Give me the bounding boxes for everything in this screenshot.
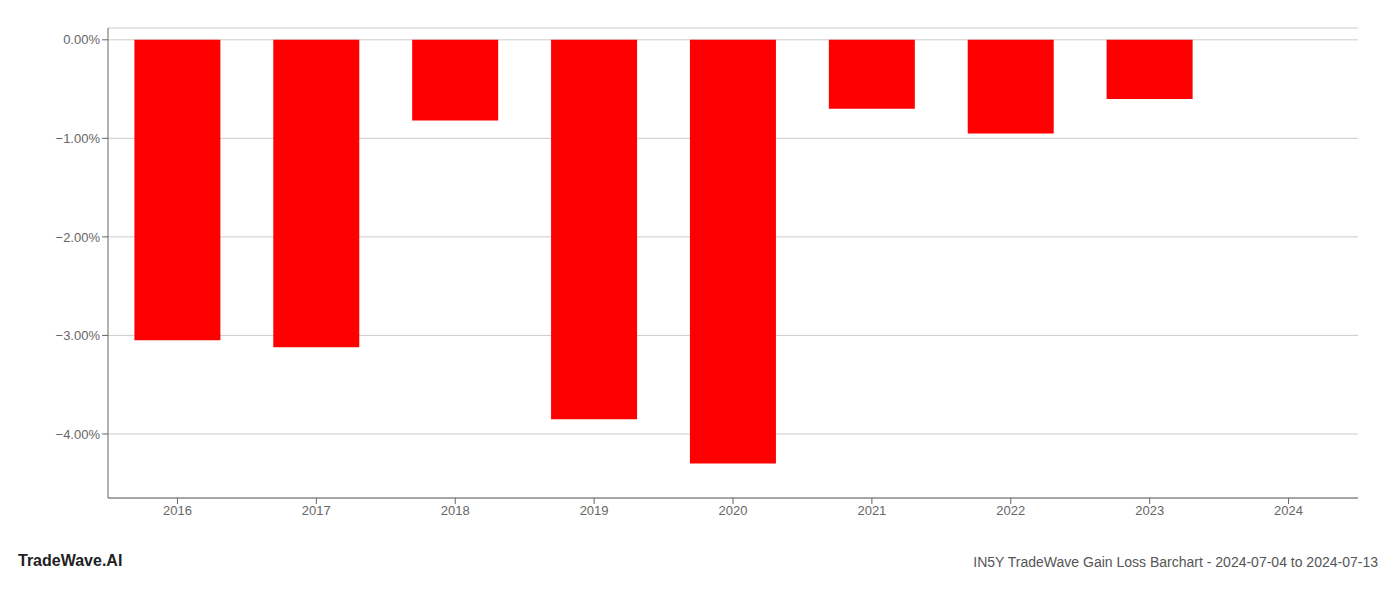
svg-text:2018: 2018 (441, 503, 470, 518)
svg-text:2017: 2017 (302, 503, 331, 518)
svg-text:2016: 2016 (163, 503, 192, 518)
svg-text:2020: 2020 (719, 503, 748, 518)
html-text:TradeWave.AI: TradeWave.AI (18, 552, 123, 569)
svg-text:−3.00%: −3.00% (56, 328, 101, 343)
svg-text:−4.00%: −4.00% (56, 427, 101, 442)
svg-text:−2.00%: −2.00% (56, 230, 101, 245)
svg-text:2021: 2021 (857, 503, 886, 518)
svg-text:0.00%: 0.00% (63, 32, 100, 47)
svg-text:2019: 2019 (580, 503, 609, 518)
svg-text:2024: 2024 (1274, 503, 1303, 518)
html-text:IN5Y TradeWave Gain Loss Barch: IN5Y TradeWave Gain Loss Barchart - 2024… (973, 554, 1378, 570)
svg-text:2023: 2023 (1135, 503, 1164, 518)
svg-text:2022: 2022 (996, 503, 1025, 518)
svg-text:−1.00%: −1.00% (56, 131, 101, 146)
